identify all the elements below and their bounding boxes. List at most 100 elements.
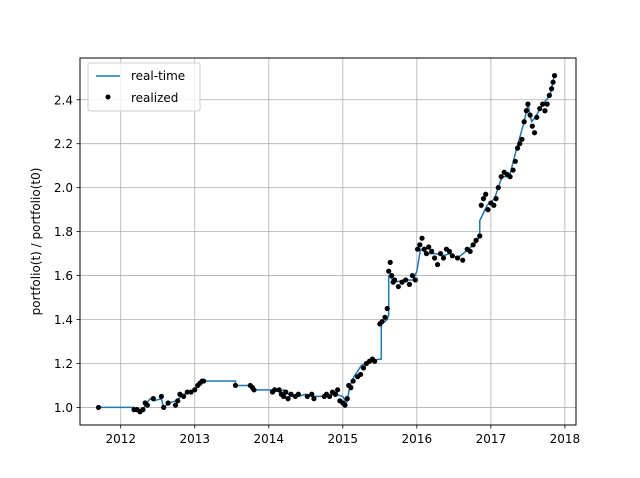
realized-point: [344, 396, 350, 402]
realized-point: [477, 233, 483, 239]
series-realized: [95, 72, 558, 415]
realized-point: [483, 191, 489, 197]
realized-point: [251, 387, 257, 393]
legend-label-real-time: real-time: [131, 69, 185, 83]
y-tick-label: 1.4: [54, 313, 73, 327]
realized-point: [531, 130, 538, 136]
realized-point: [507, 174, 513, 180]
realized-point: [403, 277, 409, 283]
realized-point: [460, 257, 466, 263]
realized-point: [446, 248, 453, 254]
realized-point: [272, 387, 278, 393]
realized-point: [485, 207, 491, 213]
realized-point: [434, 261, 441, 268]
realized-point: [175, 398, 181, 404]
realized-point: [551, 72, 558, 79]
realized-point: [332, 391, 338, 397]
realized-point: [540, 101, 546, 107]
realized-point: [542, 108, 548, 114]
realized-point: [192, 387, 198, 393]
realized-point: [514, 145, 521, 151]
y-tick-label: 2.2: [54, 137, 73, 151]
realized-point: [395, 283, 401, 290]
realized-point: [140, 407, 146, 413]
realized-point: [309, 391, 315, 397]
realized-point: [384, 305, 390, 312]
realized-point: [360, 365, 367, 371]
realized-point: [519, 136, 525, 142]
y-tick-label: 1.8: [54, 225, 73, 239]
realized-point: [386, 268, 392, 274]
realized-point: [389, 272, 395, 279]
y-tick-label: 1.2: [54, 357, 73, 371]
realized-point: [184, 389, 190, 395]
realized-point: [158, 393, 165, 400]
realized-point: [181, 393, 187, 400]
realized-point: [517, 141, 523, 147]
realized-point: [527, 112, 533, 118]
realized-point: [537, 105, 543, 112]
realized-point: [288, 391, 294, 397]
x-tick-label: 2015: [328, 432, 359, 446]
realized-point: [498, 174, 504, 180]
realized-point: [342, 402, 348, 408]
realized-point: [232, 382, 239, 389]
legend-marker-swatch: [105, 94, 111, 100]
realized-point: [387, 259, 393, 265]
realized-point: [295, 391, 301, 397]
realized-point: [372, 358, 378, 364]
realized-point: [449, 253, 455, 259]
realized-point: [423, 250, 430, 257]
realized-point: [454, 255, 461, 261]
realized-point: [414, 246, 421, 252]
realized-point: [421, 246, 427, 252]
realized-point: [467, 248, 473, 254]
realized-point: [523, 108, 530, 114]
realized-point: [491, 202, 497, 208]
y-tick-label: 1.0: [54, 401, 73, 415]
y-axis: 1.0 1.2 1.4 1.6 1.8 2.0 2.2 2.4: [54, 93, 80, 415]
x-tick-label: 2017: [476, 432, 507, 446]
legend-label-realized: realized: [131, 91, 178, 105]
realized-point: [473, 237, 479, 243]
realized-point: [357, 371, 364, 378]
x-tick-label: 2013: [179, 432, 210, 446]
realized-point: [495, 185, 501, 191]
realized-point: [493, 196, 499, 202]
realized-point: [280, 393, 287, 400]
realized-point: [311, 396, 317, 402]
realized-point: [276, 387, 282, 393]
realized-point: [544, 101, 550, 107]
realized-point: [285, 396, 291, 402]
y-tick-label: 2.4: [54, 93, 73, 107]
realized-point: [512, 158, 518, 164]
realized-point: [417, 242, 423, 248]
x-tick-label: 2018: [550, 432, 581, 446]
realized-point: [406, 281, 413, 287]
realized-point: [392, 277, 398, 283]
realized-point: [161, 404, 167, 411]
realized-point: [470, 242, 476, 248]
realized-point: [480, 196, 487, 202]
y-tick-label: 2.0: [54, 181, 73, 195]
realized-point: [440, 255, 447, 261]
realized-point: [348, 385, 354, 391]
realized-point: [521, 119, 527, 125]
realized-point: [304, 393, 310, 400]
y-axis-label: portfolio(t) / portfolio(t0): [29, 168, 43, 316]
realized-point: [350, 378, 356, 384]
realized-point: [529, 123, 535, 129]
realized-point: [546, 92, 552, 98]
realized-point: [144, 402, 150, 408]
realized-point: [165, 400, 171, 406]
legend-box: [87, 62, 201, 112]
realized-point: [150, 396, 156, 402]
realized-point: [432, 255, 438, 261]
realized-point: [426, 244, 432, 250]
realized-point: [335, 387, 341, 393]
x-axis: 2012 2013 2014 2015 2016 2017 2018: [105, 425, 580, 446]
realized-point: [283, 389, 289, 395]
realized-point: [478, 202, 484, 208]
realized-point: [412, 277, 418, 283]
